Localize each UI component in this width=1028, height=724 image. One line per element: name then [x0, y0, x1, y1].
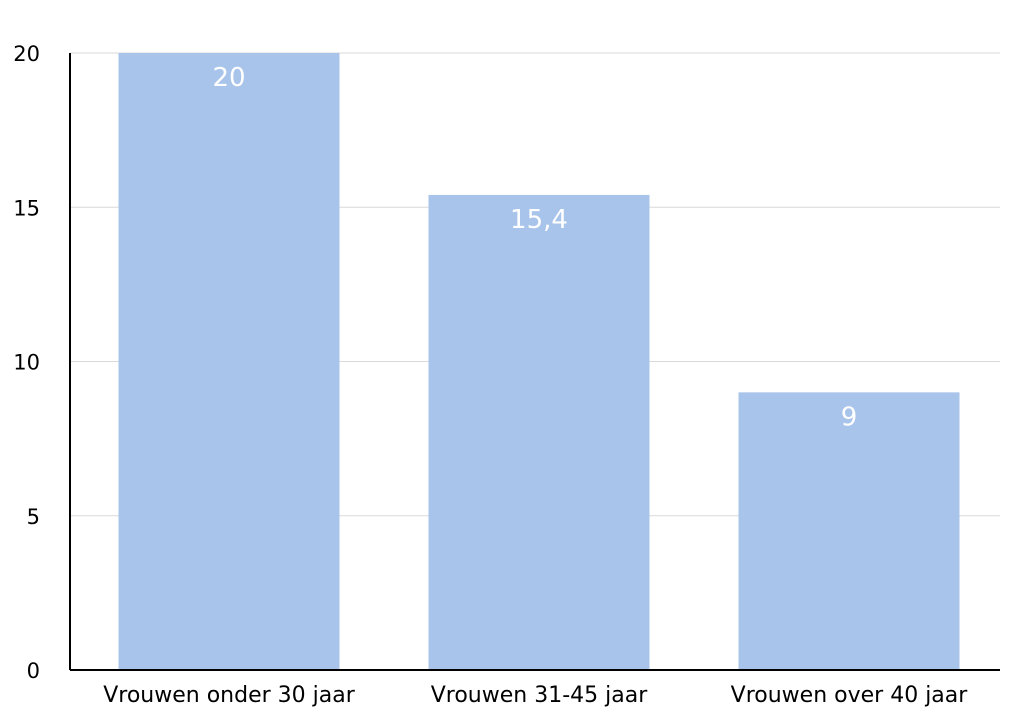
data-label: 9 — [841, 402, 858, 432]
data-label: 15,4 — [510, 205, 568, 235]
bar — [118, 53, 340, 670]
data-label: 20 — [212, 63, 245, 93]
y-tick-label: 20 — [13, 42, 40, 66]
y-tick-label: 5 — [27, 505, 40, 529]
y-axis-ticks: 0 5 10 15 20 — [13, 42, 40, 683]
y-tick-label: 0 — [27, 659, 40, 683]
x-category-label: Vrouwen over 40 jaar — [731, 683, 969, 708]
category-labels: Vrouwen onder 30 jaar Vrouwen 31-45 jaar V… — [103, 683, 968, 708]
y-tick-label: 15 — [13, 196, 40, 220]
bars — [118, 53, 960, 670]
x-category-label: Vrouwen onder 30 jaar — [103, 683, 355, 708]
bar — [738, 392, 960, 670]
bar — [428, 194, 650, 670]
x-category-label: Vrouwen 31-45 jaar — [431, 683, 648, 708]
data-labels: 20 15,4 9 — [212, 63, 857, 432]
y-tick-label: 10 — [13, 351, 40, 375]
